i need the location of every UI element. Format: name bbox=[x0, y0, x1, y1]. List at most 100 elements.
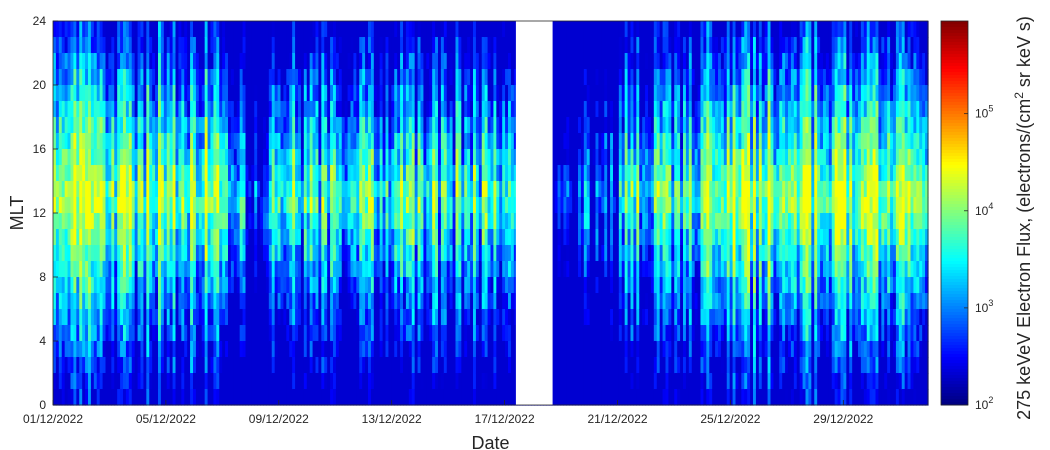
heatmap-cell bbox=[344, 101, 349, 118]
heatmap-cell bbox=[496, 245, 500, 262]
heatmap-cell bbox=[55, 309, 60, 326]
heatmap-cell bbox=[82, 197, 86, 214]
heatmap-cell bbox=[193, 261, 197, 278]
heatmap-cell bbox=[551, 197, 556, 214]
heatmap-cell bbox=[134, 277, 139, 294]
heatmap-cell bbox=[618, 165, 623, 182]
heatmap-cell bbox=[114, 37, 118, 54]
heatmap-cell bbox=[505, 261, 509, 278]
heatmap-cell bbox=[327, 277, 331, 294]
heatmap-cell bbox=[423, 37, 427, 54]
heatmap-cell bbox=[554, 277, 559, 294]
heatmap-cell bbox=[455, 389, 460, 406]
heatmap-cell bbox=[618, 69, 623, 86]
heatmap-cell bbox=[420, 133, 425, 150]
heatmap-cell bbox=[245, 325, 250, 342]
heatmap-cell bbox=[473, 277, 477, 294]
heatmap-cell bbox=[484, 69, 489, 86]
heatmap-cell bbox=[330, 197, 334, 214]
heatmap-cell bbox=[321, 277, 325, 294]
heatmap-cell bbox=[219, 53, 223, 70]
heatmap-cell bbox=[493, 181, 497, 198]
heatmap-cell bbox=[411, 117, 416, 134]
heatmap-cell bbox=[120, 229, 124, 246]
heatmap-cell bbox=[251, 229, 255, 246]
heatmap-cell bbox=[338, 277, 343, 294]
heatmap-cell bbox=[335, 229, 340, 246]
heatmap-cell bbox=[312, 309, 317, 326]
heatmap-cell bbox=[280, 389, 285, 406]
heatmap-cell bbox=[569, 373, 573, 390]
heatmap-cell bbox=[163, 325, 168, 342]
heatmap-cell bbox=[96, 21, 101, 38]
heatmap-cell bbox=[420, 21, 425, 38]
heatmap-cell bbox=[315, 293, 320, 310]
heatmap-cell bbox=[96, 165, 101, 182]
heatmap-cell bbox=[277, 309, 282, 326]
heatmap-cell bbox=[61, 21, 66, 38]
heatmap-cell bbox=[298, 181, 302, 198]
heatmap-cell bbox=[76, 293, 80, 310]
heatmap-cell bbox=[222, 53, 226, 70]
heatmap-cell bbox=[510, 309, 515, 326]
heatmap-cell bbox=[335, 389, 340, 406]
heatmap-cell bbox=[90, 133, 95, 150]
heatmap-cell bbox=[391, 117, 395, 134]
heatmap-cell bbox=[292, 133, 296, 150]
heatmap-cell bbox=[624, 277, 629, 294]
heatmap-cell bbox=[254, 245, 258, 262]
heatmap-cell bbox=[82, 69, 86, 86]
heatmap-cell bbox=[55, 85, 60, 102]
heatmap-cell bbox=[315, 37, 320, 54]
heatmap-cell bbox=[499, 293, 503, 310]
heatmap-cell bbox=[397, 53, 401, 70]
heatmap-cell bbox=[630, 21, 635, 38]
heatmap-cell bbox=[219, 85, 223, 102]
heatmap-cell bbox=[193, 101, 197, 118]
heatmap-cell bbox=[114, 293, 118, 310]
heatmap-cell bbox=[53, 69, 57, 86]
heatmap-cell bbox=[312, 133, 317, 150]
heatmap-cell bbox=[344, 69, 349, 86]
heatmap-cell bbox=[633, 357, 637, 374]
heatmap-cell bbox=[260, 69, 264, 86]
heatmap-cell bbox=[149, 117, 153, 134]
heatmap-cell bbox=[400, 37, 404, 54]
heatmap-cell bbox=[149, 37, 153, 54]
heatmap-cell bbox=[368, 85, 372, 102]
heatmap-cell bbox=[73, 213, 77, 230]
heatmap-cell bbox=[152, 197, 156, 214]
heatmap-cell bbox=[414, 261, 419, 278]
heatmap-cell bbox=[432, 101, 436, 118]
heatmap-cell bbox=[271, 261, 276, 278]
heatmap-cell bbox=[347, 245, 352, 262]
heatmap-cell bbox=[53, 229, 57, 246]
heatmap-cell bbox=[117, 69, 121, 86]
heatmap-cell bbox=[134, 373, 139, 390]
heatmap-cell bbox=[99, 181, 104, 198]
heatmap-cell bbox=[76, 53, 80, 70]
heatmap-cell bbox=[656, 133, 661, 150]
heatmap-cell bbox=[408, 117, 413, 134]
heatmap-cell bbox=[376, 341, 381, 358]
heatmap-cell bbox=[213, 277, 217, 294]
heatmap-cell bbox=[210, 341, 215, 358]
heatmap-cell bbox=[630, 293, 635, 310]
heatmap-cell bbox=[455, 53, 460, 70]
heatmap-cell bbox=[184, 309, 188, 326]
heatmap-cell bbox=[627, 213, 632, 230]
heatmap-cell bbox=[181, 213, 185, 230]
heatmap-cell bbox=[335, 309, 340, 326]
heatmap-cell bbox=[105, 149, 110, 166]
heatmap-cell bbox=[178, 213, 182, 230]
heatmap-cell bbox=[578, 21, 582, 38]
heatmap-cell bbox=[435, 197, 439, 214]
heatmap-cell bbox=[102, 245, 107, 262]
heatmap-cell bbox=[467, 133, 471, 150]
heatmap-cell bbox=[134, 341, 139, 358]
heatmap-cell bbox=[216, 165, 220, 182]
heatmap-cell bbox=[513, 325, 518, 342]
heatmap-cell bbox=[201, 389, 206, 406]
heatmap-cell bbox=[341, 197, 346, 214]
heatmap-cell bbox=[61, 277, 66, 294]
